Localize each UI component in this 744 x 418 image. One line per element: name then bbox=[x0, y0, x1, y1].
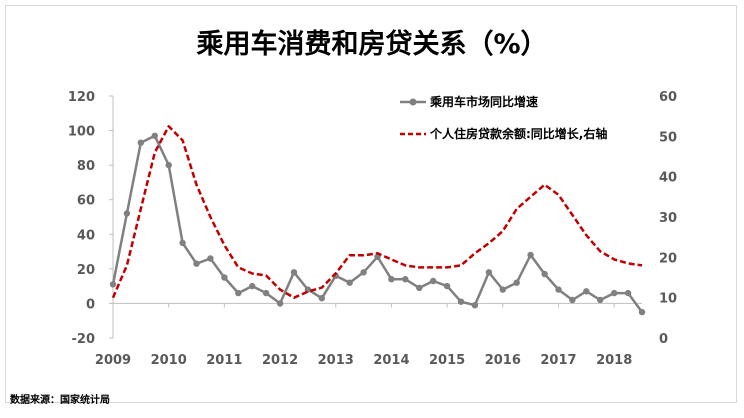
legend-label-mortgage: 个人住房贷款余额:同比增长,右轴 bbox=[429, 126, 607, 141]
y-left-tick-label: -20 bbox=[72, 332, 96, 347]
y-left-tick-label: 100 bbox=[68, 125, 95, 140]
x-tick-label: 2012 bbox=[262, 353, 298, 368]
data-point-passenger-car bbox=[527, 251, 534, 259]
data-point-passenger-car bbox=[207, 255, 214, 262]
data-point-passenger-car bbox=[443, 282, 451, 290]
data-point-passenger-car bbox=[624, 289, 632, 297]
x-tick-label: 2013 bbox=[318, 353, 354, 368]
data-point-passenger-car bbox=[151, 132, 158, 139]
data-point-passenger-car bbox=[402, 276, 409, 283]
y-left-tick-label: 80 bbox=[77, 159, 95, 174]
data-point-passenger-car bbox=[262, 289, 270, 297]
data-point-passenger-car bbox=[179, 239, 186, 247]
x-tick-label: 2017 bbox=[540, 353, 576, 368]
data-point-passenger-car bbox=[249, 282, 256, 290]
data-point-passenger-car bbox=[109, 281, 117, 288]
x-tick-label: 2009 bbox=[95, 353, 131, 368]
data-point-passenger-car bbox=[555, 286, 562, 293]
legend-label-passenger-car: 乘用车市场同比增速 bbox=[429, 94, 538, 109]
data-point-passenger-car bbox=[499, 286, 506, 293]
data-point-passenger-car bbox=[430, 277, 437, 285]
data-point-passenger-car bbox=[318, 295, 325, 302]
data-point-passenger-car bbox=[513, 279, 520, 286]
y-left-tick-label: 40 bbox=[77, 228, 95, 243]
data-point-passenger-car bbox=[638, 308, 646, 316]
data-point-passenger-car bbox=[360, 269, 367, 276]
legend: 乘用车市场同比增速 个人住房贷款余额:同比增长,右轴 bbox=[400, 94, 607, 141]
y-right-tick-label: 0 bbox=[659, 332, 668, 347]
y-left-tick-label: 60 bbox=[77, 194, 95, 209]
data-source-note: 数据来源：国家统计局 bbox=[10, 395, 110, 406]
data-point-passenger-car bbox=[388, 276, 395, 283]
y-left-tick-label: 120 bbox=[68, 90, 95, 105]
data-point-passenger-car bbox=[276, 300, 284, 307]
x-tick-label: 2015 bbox=[429, 353, 465, 368]
data-point-passenger-car bbox=[457, 298, 465, 305]
series-group bbox=[109, 125, 646, 316]
data-point-passenger-car bbox=[583, 288, 590, 295]
data-point-passenger-car bbox=[193, 260, 200, 267]
legend-marker-passenger-car bbox=[409, 98, 417, 106]
data-point-passenger-car bbox=[290, 269, 298, 276]
y-right-tick-label: 50 bbox=[659, 130, 677, 145]
y-right-tick-label: 30 bbox=[659, 211, 677, 226]
x-tick-label: 2011 bbox=[206, 353, 242, 368]
data-point-passenger-car bbox=[221, 274, 228, 281]
y-left-tick-label: 20 bbox=[77, 263, 95, 278]
y-right-tick-label: 10 bbox=[659, 292, 677, 307]
data-point-passenger-car bbox=[137, 139, 144, 146]
x-tick-label: 2014 bbox=[373, 353, 409, 368]
y-left-tick-label: 0 bbox=[86, 297, 95, 312]
y-right-tick-label: 60 bbox=[659, 90, 677, 105]
data-point-passenger-car bbox=[123, 210, 131, 217]
data-point-passenger-car bbox=[471, 302, 479, 309]
data-point-passenger-car bbox=[597, 296, 604, 304]
chart-frame bbox=[5, 5, 737, 403]
y-right-tick-label: 40 bbox=[659, 171, 677, 186]
x-tick-label: 2018 bbox=[596, 353, 632, 368]
y-right-tick-label: 20 bbox=[659, 251, 677, 266]
data-point-passenger-car bbox=[235, 289, 242, 297]
data-point-passenger-car bbox=[611, 289, 618, 297]
data-point-passenger-car bbox=[485, 269, 493, 276]
series-line-passenger-car bbox=[111, 134, 644, 313]
data-point-passenger-car bbox=[346, 279, 353, 286]
x-tick-label: 2016 bbox=[485, 353, 521, 368]
x-tick-label: 2010 bbox=[151, 353, 187, 368]
data-point-passenger-car bbox=[165, 161, 172, 169]
data-point-passenger-car bbox=[541, 270, 548, 278]
series-line-mortgage bbox=[111, 125, 643, 299]
chart-title: 乘用车消费和房贷关系（%） bbox=[196, 29, 548, 60]
data-point-passenger-car bbox=[416, 284, 423, 292]
data-point-passenger-car bbox=[569, 296, 576, 304]
